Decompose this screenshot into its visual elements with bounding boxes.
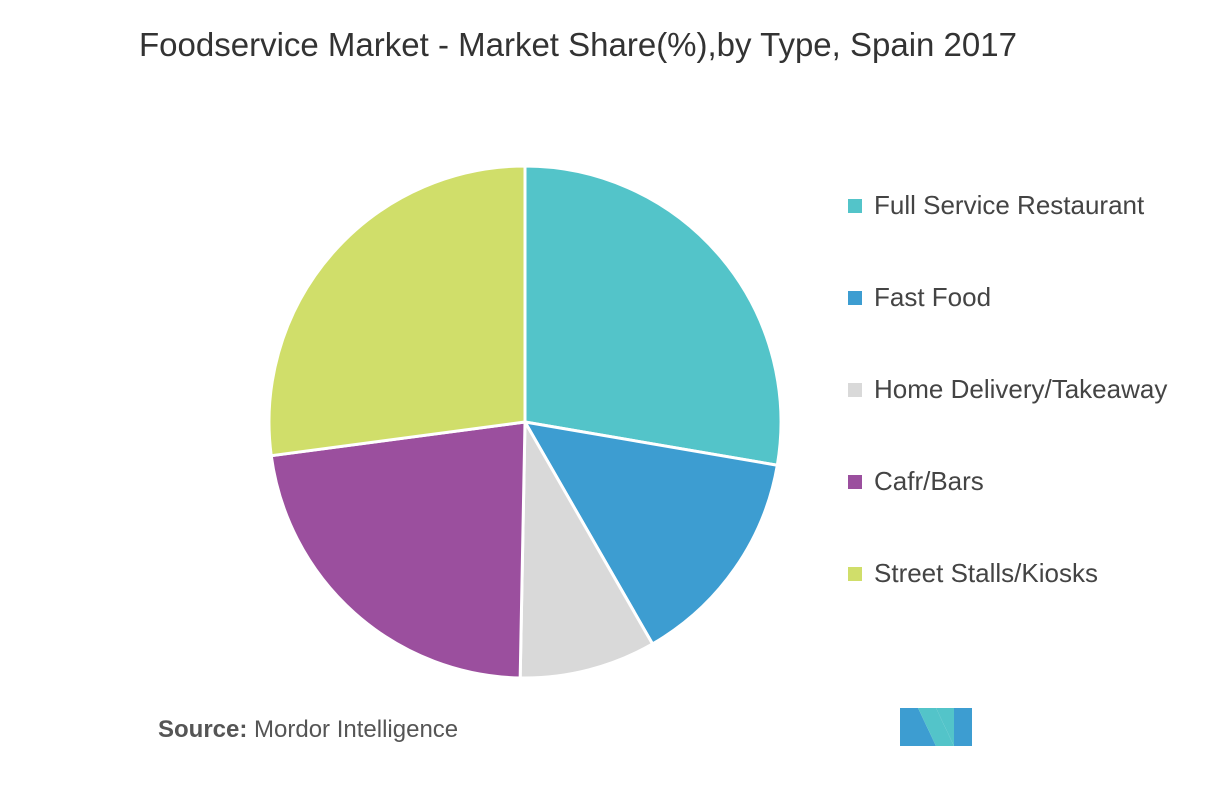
pie-slice	[523, 164, 783, 467]
source: Source: Mordor Intelligence	[158, 716, 458, 744]
legend-item: Full Service Restaurant	[848, 190, 1198, 282]
legend-item: Street Stalls/Kiosks	[848, 558, 1198, 650]
logo	[900, 708, 972, 746]
legend-swatch	[848, 475, 862, 489]
legend-label: Full Service Restaurant	[874, 190, 1145, 220]
legend: Full Service Restaurant Fast Food Home Del…	[848, 190, 1198, 650]
chart-title: Foodservice Market - Market Share(%),by …	[139, 26, 1017, 63]
legend-label: Cafr/Bars	[874, 466, 984, 496]
legend-item: Fast Food	[848, 282, 1198, 374]
source-text: Mordor Intelligence	[254, 716, 459, 743]
legend-swatch	[848, 567, 862, 581]
legend-swatch	[848, 383, 862, 397]
legend-label: Home Delivery/Takeaway	[874, 374, 1168, 404]
legend-swatch	[848, 199, 862, 213]
legend-item: Home Delivery/Takeaway	[848, 374, 1198, 466]
pie	[267, 164, 783, 680]
legend-swatch	[848, 291, 862, 305]
source-label: Source:	[158, 716, 248, 743]
legend-item: Cafr/Bars	[848, 466, 1198, 558]
legend-label: Fast Food	[874, 282, 992, 312]
pie-slice	[269, 420, 527, 680]
legend-label: Street Stalls/Kiosks	[874, 558, 1098, 588]
pie-slice	[267, 164, 527, 458]
pie-slice	[522, 419, 780, 647]
pie-slice	[518, 416, 655, 680]
